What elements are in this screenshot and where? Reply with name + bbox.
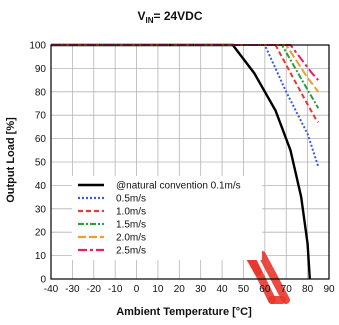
- y-tick-label: 60: [35, 134, 47, 145]
- legend-background: [72, 176, 262, 260]
- series-line-5: [51, 44, 320, 81]
- watermark-stroke: [258, 251, 290, 304]
- series-line-0: [51, 43, 311, 280]
- x-tick-label: -40: [44, 284, 59, 295]
- x-tick-label: 60: [259, 284, 271, 295]
- series-line-1: [51, 44, 320, 168]
- title-subscript: IN: [145, 16, 153, 25]
- x-tick-label: 90: [323, 284, 335, 295]
- axes: [50, 44, 330, 280]
- x-tick-label: -10: [108, 284, 123, 295]
- tick-labels: -40 -30 -20 -10 0 10 20 30 40 50 60 70 80 90 0 10 20 30 40…: [29, 41, 335, 296]
- y-tick-label: 90: [35, 64, 47, 75]
- legend-label: 1.5m/s: [116, 220, 146, 231]
- x-tick-label: 10: [152, 284, 164, 295]
- y-tick-label: 10: [35, 251, 47, 262]
- series-line-2: [51, 44, 320, 123]
- y-tick-label: 70: [35, 111, 47, 122]
- x-tick-label: -20: [87, 284, 102, 295]
- x-tick-label: 40: [217, 284, 229, 295]
- y-tick-label: 20: [35, 228, 47, 239]
- y-tick-label: 40: [35, 181, 47, 192]
- x-tick-label: 0: [134, 284, 140, 295]
- y-tick-label: 50: [35, 158, 47, 169]
- legend-label: @natural convention 0.1m/s: [116, 181, 241, 192]
- x-tick-label: 50: [238, 284, 250, 295]
- x-tick-label: 70: [281, 284, 293, 295]
- legend: @natural convention 0.1m/s 0.5m/s 1.0m/s 1.…: [72, 176, 262, 260]
- y-tick-label: 80: [35, 87, 47, 98]
- series-line-3: [51, 44, 320, 109]
- x-tick-label: 20: [174, 284, 186, 295]
- title-main: V: [137, 9, 145, 23]
- x-axis-label: Ambient Temperature [°C]: [116, 306, 252, 318]
- legend-label: 2.5m/s: [116, 246, 146, 257]
- plot-frame: [50, 44, 330, 280]
- y-tick-label: 100: [29, 41, 46, 52]
- x-tick-label: -30: [65, 284, 80, 295]
- chart-title: VIN= 24VDC: [137, 9, 202, 25]
- title-rest: = 24VDC: [153, 9, 202, 23]
- y-tick-label: 0: [40, 275, 46, 286]
- legend-label: 2.0m/s: [116, 233, 146, 244]
- y-axis-label: Output Load [%]: [5, 117, 17, 203]
- y-tick-label: 30: [35, 204, 47, 215]
- legend-label: 0.5m/s: [116, 194, 146, 205]
- legend-label: 1.0m/s: [116, 207, 146, 218]
- x-tick-label: 30: [195, 284, 207, 295]
- x-tick-label: 80: [302, 284, 314, 295]
